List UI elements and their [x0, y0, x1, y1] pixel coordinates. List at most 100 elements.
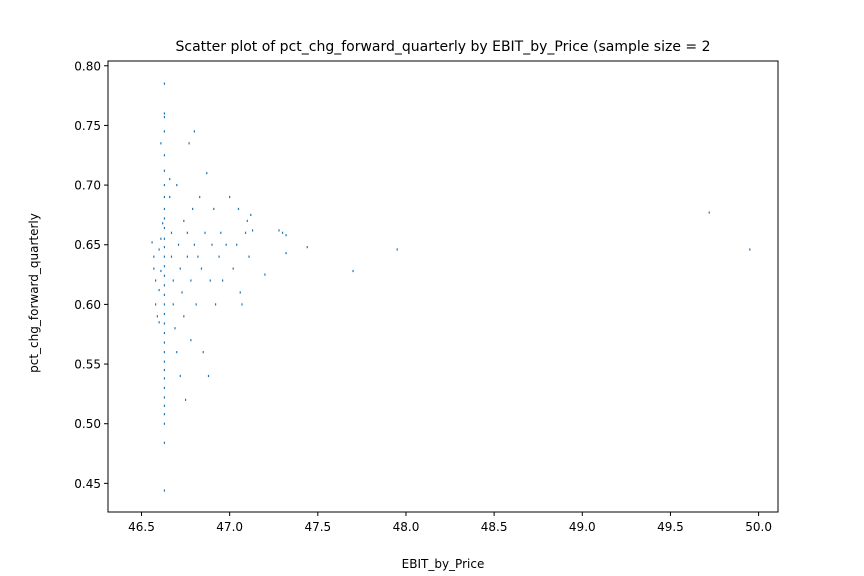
y-tick-label: 0.50 [74, 417, 101, 431]
y-tick-label: 0.70 [74, 179, 101, 193]
scatter-point [213, 207, 215, 211]
scatter-point [183, 315, 185, 318]
scatter-point [177, 243, 180, 246]
scatter-point [248, 255, 250, 258]
scatter-point [163, 303, 166, 306]
scatter-point [163, 386, 166, 390]
scatter-point [172, 279, 174, 282]
y-tick-label: 0.55 [74, 358, 101, 372]
scatter-point [162, 222, 164, 225]
scatter-point [239, 291, 241, 294]
scatter-point [163, 293, 166, 296]
scatter-point [246, 219, 248, 222]
ticks-layer: 46.5 47.0 47.5 48.0 48.5 49.0 49.5 50.0 0.45 0.50… [74, 59, 772, 534]
scatter-point [232, 267, 234, 270]
scatter-point [163, 82, 166, 85]
scatter-point [163, 322, 166, 325]
scatter-point [160, 269, 162, 273]
scatter-point [199, 195, 201, 199]
scatter-point [176, 351, 178, 354]
scatter-point [170, 231, 173, 234]
scatter-point [174, 327, 176, 330]
scatter-point [163, 404, 166, 407]
scatter-point [163, 396, 166, 399]
scatter-point [163, 413, 166, 416]
scatter-point [214, 303, 217, 306]
scatter-point [183, 219, 185, 222]
scatter-point [163, 237, 166, 240]
scatter-point [169, 178, 171, 181]
scatter-point [229, 195, 231, 199]
scatter-point [278, 229, 280, 232]
scatter-point [236, 243, 238, 246]
scatter-point [160, 142, 162, 145]
scatter-point [207, 374, 210, 378]
scatter-point [163, 265, 166, 268]
scatter-point [179, 374, 181, 378]
scatter-point [163, 255, 166, 258]
x-axis-label: EBIT_by_Price [402, 557, 485, 571]
x-tick-label: 48.0 [393, 520, 420, 534]
scatter-point [220, 231, 222, 234]
scatter-point [169, 195, 171, 199]
scatter-point [193, 243, 195, 246]
scatter-point [251, 229, 254, 232]
scatter-point [285, 234, 287, 237]
x-tick-label: 47.5 [304, 520, 331, 534]
scatter-point [181, 291, 183, 294]
scatter-point [396, 248, 398, 251]
scatter-point [158, 248, 160, 251]
scatter-point [200, 267, 203, 270]
x-tick-label: 46.5 [128, 520, 155, 534]
scatter-point [163, 351, 166, 354]
scatter-point [153, 267, 155, 270]
plot-frame [107, 60, 779, 513]
scatter-point [163, 312, 166, 316]
scatter-point [190, 339, 192, 342]
scatter-point [218, 255, 220, 258]
scatter-point [179, 267, 181, 270]
scatter-point [163, 422, 166, 425]
scatter-point [158, 321, 160, 324]
y-tick-label: 0.60 [74, 298, 101, 312]
y-tick-label: 0.65 [74, 238, 101, 252]
scatter-point [211, 243, 213, 246]
scatter-point [186, 231, 188, 234]
scatter-point [186, 255, 188, 258]
scatter-point [163, 226, 166, 230]
x-tick-label: 50.0 [745, 520, 772, 534]
x-tick-label: 47.0 [216, 520, 243, 534]
scatter-point [163, 154, 166, 157]
scatter-point [163, 112, 166, 115]
scatter-point [285, 251, 287, 255]
x-tick-label: 49.0 [569, 520, 596, 534]
scatter-point [222, 279, 224, 282]
scatter-point [281, 231, 284, 234]
scatter-point [163, 130, 166, 133]
scatter-point [163, 284, 166, 287]
scatter-point [163, 360, 166, 363]
scatter-point [160, 237, 162, 240]
scatter-point [197, 255, 199, 258]
scatter-point [244, 231, 247, 234]
scatter-point [163, 368, 166, 372]
scatter-point [241, 303, 243, 306]
scatter-point [352, 269, 354, 273]
scatter-point [163, 331, 166, 335]
scatter-point [306, 246, 308, 249]
scatter-point [202, 351, 204, 354]
scatter-point [184, 398, 187, 401]
scatter-point [163, 441, 166, 444]
scatter-point [209, 279, 211, 282]
scatter-point [163, 115, 166, 119]
scatter-point [708, 211, 710, 214]
scatter-point [192, 207, 194, 211]
scatter-point [188, 142, 190, 145]
scatter-point [155, 279, 157, 282]
scatter-point [153, 255, 155, 258]
scatter-point [225, 243, 227, 246]
scatter-point [163, 217, 166, 220]
scatter-point [176, 183, 178, 187]
scatter-point [193, 130, 195, 133]
